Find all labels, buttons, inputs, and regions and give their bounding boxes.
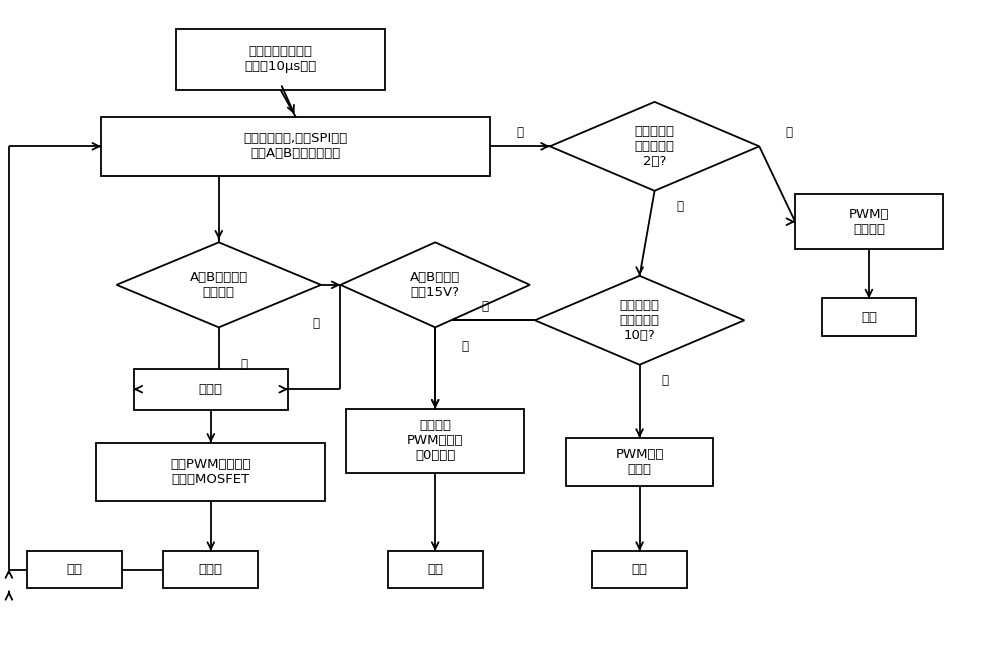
- FancyBboxPatch shape: [101, 116, 490, 176]
- FancyBboxPatch shape: [795, 194, 943, 249]
- Text: 是: 是: [462, 340, 469, 353]
- Text: 是: 是: [482, 300, 489, 313]
- Polygon shape: [535, 276, 744, 365]
- Text: 母线电流太
于额定电流
2倍?: 母线电流太 于额定电流 2倍?: [635, 125, 675, 168]
- FancyBboxPatch shape: [388, 551, 483, 588]
- Text: PWM占空
比减小: PWM占空 比减小: [615, 448, 664, 476]
- Text: 开中断: 开中断: [199, 563, 223, 576]
- Text: 否: 否: [661, 375, 668, 388]
- Text: 启动PWM输出，缓
慢开启MOSFET: 启动PWM输出，缓 慢开启MOSFET: [171, 457, 251, 486]
- Text: A、B点之间是
否有电流: A、B点之间是 否有电流: [190, 271, 248, 299]
- Text: 否: 否: [240, 358, 247, 371]
- FancyBboxPatch shape: [592, 551, 687, 588]
- FancyBboxPatch shape: [163, 551, 258, 588]
- Text: 是: 是: [516, 126, 523, 138]
- FancyBboxPatch shape: [822, 298, 916, 336]
- Polygon shape: [550, 102, 759, 191]
- Text: 否: 否: [312, 317, 319, 330]
- Polygon shape: [340, 243, 530, 327]
- Text: A、B点电压
大于15V?: A、B点电压 大于15V?: [410, 271, 460, 299]
- FancyBboxPatch shape: [134, 369, 288, 410]
- Text: 结束: 结束: [861, 311, 877, 324]
- FancyBboxPatch shape: [27, 551, 122, 588]
- Text: 母线电流太
于额定电流
10倍?: 母线电流太 于额定电流 10倍?: [620, 299, 660, 342]
- FancyBboxPatch shape: [346, 408, 524, 473]
- Text: 结束: 结束: [632, 563, 648, 576]
- Text: 发生短路
PWM占空比
为0关中断: 发生短路 PWM占空比 为0关中断: [407, 419, 463, 462]
- Text: 清中断寄存器,读取SPI接口
获得A、B点电压并记录: 清中断寄存器,读取SPI接口 获得A、B点电压并记录: [243, 133, 348, 160]
- Text: PWM占
空比增加: PWM占 空比增加: [849, 208, 889, 236]
- FancyBboxPatch shape: [176, 28, 385, 90]
- FancyBboxPatch shape: [96, 443, 325, 501]
- Text: 是: 是: [676, 201, 683, 214]
- Text: 否: 否: [786, 126, 793, 138]
- Text: 系统初始化，启动
定时器10μs中断: 系统初始化，启动 定时器10μs中断: [244, 45, 317, 73]
- Text: 结束: 结束: [66, 563, 82, 576]
- Text: 结束: 结束: [427, 563, 443, 576]
- FancyBboxPatch shape: [566, 438, 713, 486]
- Polygon shape: [117, 243, 321, 327]
- Text: 关中断: 关中断: [199, 383, 223, 396]
